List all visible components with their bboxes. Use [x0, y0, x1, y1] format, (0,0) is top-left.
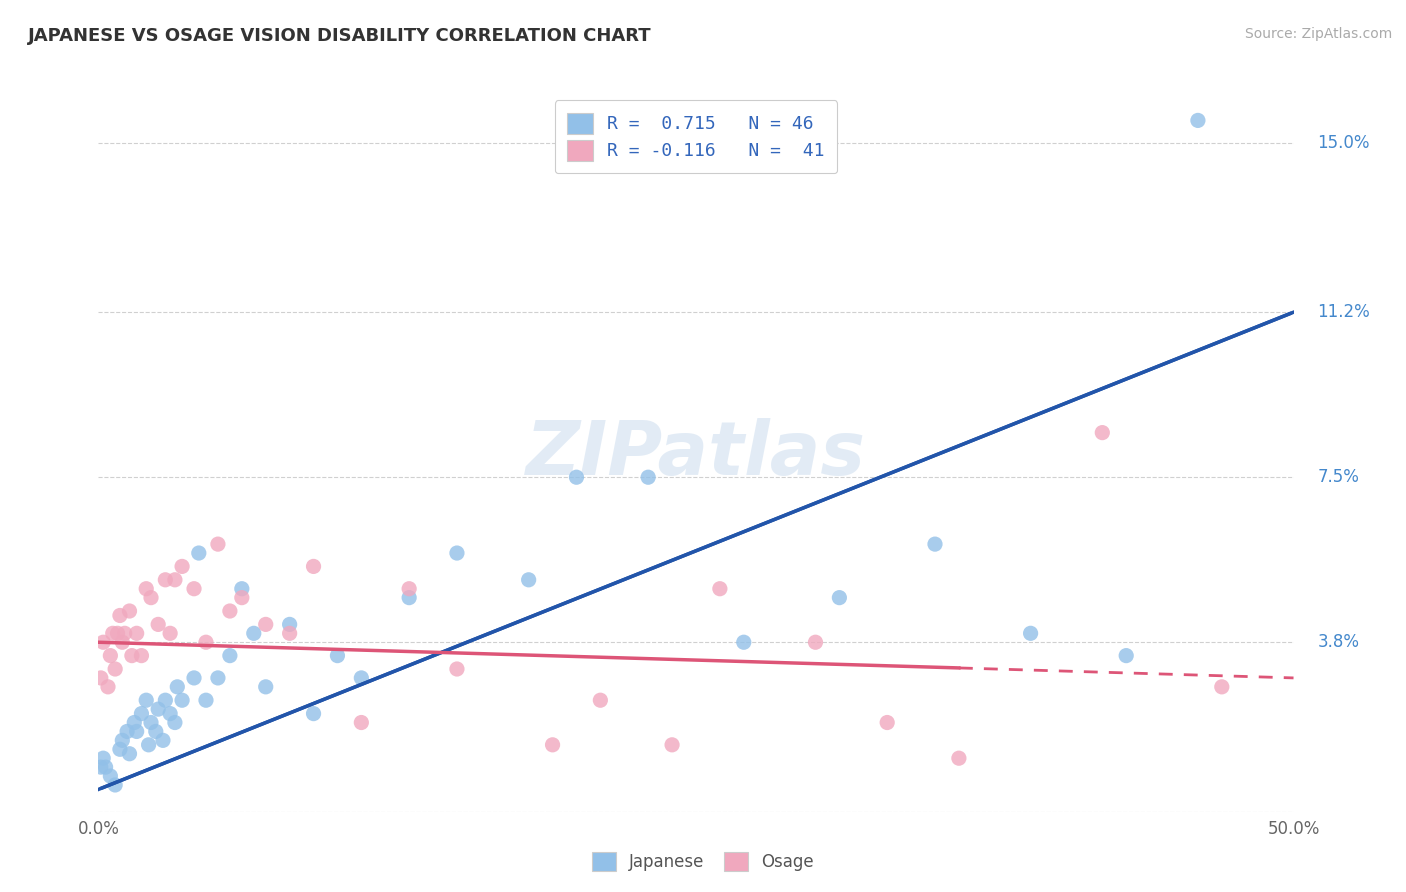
Point — [828, 591, 851, 605]
Text: 3.8%: 3.8% — [1317, 633, 1360, 651]
Point — [91, 751, 114, 765]
Point — [155, 693, 177, 707]
Point — [108, 608, 131, 623]
Point — [163, 715, 186, 730]
Point — [1115, 648, 1137, 663]
Point — [98, 648, 122, 663]
Point — [398, 582, 420, 596]
Legend: Japanese, Osage: Japanese, Osage — [583, 843, 823, 880]
Point — [183, 671, 205, 685]
Point — [131, 648, 153, 663]
Point — [139, 591, 162, 605]
Legend: R =  0.715   N = 46, R = -0.116   N =  41: R = 0.715 N = 46, R = -0.116 N = 41 — [555, 100, 837, 173]
Text: ZIPatlas: ZIPatlas — [526, 418, 866, 491]
Point — [148, 617, 170, 632]
Text: Source: ZipAtlas.com: Source: ZipAtlas.com — [1244, 27, 1392, 41]
Point — [104, 778, 127, 792]
Point — [194, 635, 217, 649]
Point — [254, 680, 277, 694]
Point — [661, 738, 683, 752]
Point — [125, 626, 148, 640]
Point — [207, 671, 229, 685]
Text: 15.0%: 15.0% — [1317, 134, 1369, 152]
Point — [98, 769, 122, 783]
Point — [350, 715, 373, 730]
Point — [118, 747, 141, 761]
Point — [172, 559, 194, 574]
Point — [254, 617, 277, 632]
Point — [159, 706, 181, 721]
Point — [135, 693, 157, 707]
Point — [138, 738, 160, 752]
Point — [589, 693, 612, 707]
Point — [159, 626, 181, 640]
Point — [90, 671, 112, 685]
Point — [302, 706, 325, 721]
Point — [948, 751, 970, 765]
Point — [302, 559, 325, 574]
Point — [1091, 425, 1114, 440]
Point — [135, 582, 157, 596]
Point — [733, 635, 755, 649]
Point — [541, 738, 564, 752]
Point — [565, 470, 588, 484]
Point — [139, 715, 162, 730]
Point — [924, 537, 946, 551]
Point — [278, 617, 301, 632]
Point — [1019, 626, 1042, 640]
Point — [804, 635, 827, 649]
Point — [183, 582, 205, 596]
Point — [446, 662, 468, 676]
Point — [107, 626, 129, 640]
Point — [398, 591, 420, 605]
Point — [163, 573, 186, 587]
Point — [94, 760, 117, 774]
Point — [115, 724, 138, 739]
Point — [1187, 113, 1209, 128]
Text: 11.2%: 11.2% — [1317, 303, 1371, 321]
Point — [101, 626, 124, 640]
Text: 7.5%: 7.5% — [1317, 468, 1360, 486]
Point — [876, 715, 898, 730]
Point — [350, 671, 373, 685]
Point — [145, 724, 167, 739]
Point — [219, 648, 242, 663]
Point — [219, 604, 242, 618]
Point — [231, 582, 253, 596]
Point — [111, 733, 134, 747]
Point — [108, 742, 131, 756]
Point — [91, 635, 114, 649]
Point — [637, 470, 659, 484]
Point — [152, 733, 174, 747]
Point — [166, 680, 188, 694]
Point — [172, 693, 194, 707]
Point — [118, 604, 141, 618]
Point — [148, 702, 170, 716]
Point — [125, 724, 148, 739]
Point — [104, 662, 127, 676]
Point — [278, 626, 301, 640]
Point — [90, 760, 112, 774]
Point — [326, 648, 349, 663]
Point — [155, 573, 177, 587]
Point — [124, 715, 146, 730]
Point — [1211, 680, 1233, 694]
Point — [131, 706, 153, 721]
Point — [243, 626, 266, 640]
Point — [207, 537, 229, 551]
Point — [231, 591, 253, 605]
Point — [97, 680, 120, 694]
Point — [446, 546, 468, 560]
Point — [121, 648, 143, 663]
Point — [114, 626, 136, 640]
Point — [111, 635, 134, 649]
Text: JAPANESE VS OSAGE VISION DISABILITY CORRELATION CHART: JAPANESE VS OSAGE VISION DISABILITY CORR… — [28, 27, 652, 45]
Point — [194, 693, 217, 707]
Point — [517, 573, 540, 587]
Point — [187, 546, 209, 560]
Point — [709, 582, 731, 596]
